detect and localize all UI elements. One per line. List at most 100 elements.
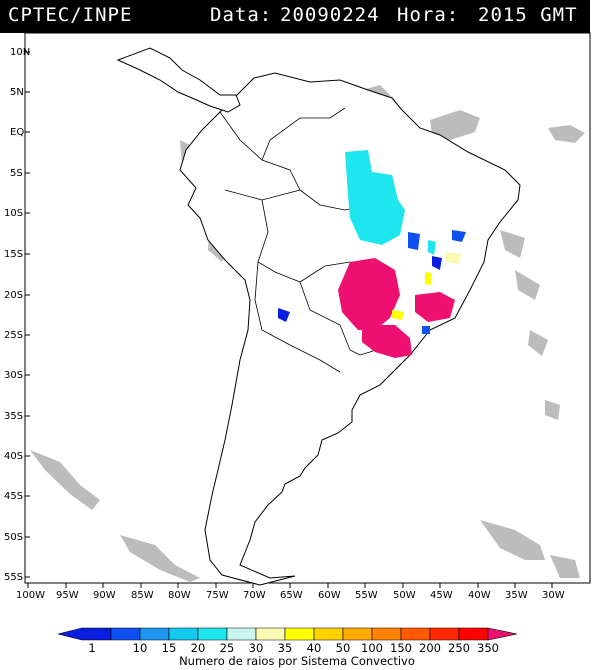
lightning-cell-blue-5 bbox=[422, 326, 430, 334]
legend-bar bbox=[57, 627, 518, 641]
lat-label-15S: 15S bbox=[4, 249, 23, 260]
legend-swatch bbox=[400, 627, 431, 641]
map-frame bbox=[24, 32, 591, 584]
date-label: Data: bbox=[210, 4, 273, 26]
map-header: CPTEC/INPE Data: 20090224 Hora: 2015 GMT bbox=[0, 0, 590, 33]
lat-label-40S: 40S bbox=[4, 451, 23, 462]
lightning-cell-yellow-1 bbox=[392, 310, 404, 320]
lat-10S: 10S bbox=[4, 208, 30, 219]
legend-value-label: 250 bbox=[448, 641, 470, 655]
lightning-cell-cyan bbox=[345, 150, 405, 245]
lat-label-5S: 5S bbox=[10, 168, 23, 179]
legend-value-label: 30 bbox=[249, 641, 264, 655]
lat-EQ: EQ bbox=[10, 127, 30, 138]
country-borders bbox=[219, 107, 401, 373]
lat-label-30S: 30S bbox=[4, 370, 23, 381]
legend-value-label: 35 bbox=[278, 641, 293, 655]
lon-85W: 85W bbox=[131, 583, 154, 601]
lightning-cell-blue-4 bbox=[432, 256, 442, 270]
lightning-cell-pink-south bbox=[362, 325, 412, 358]
lon-label-40W: 40W bbox=[468, 590, 491, 601]
lon-label-90W: 90W bbox=[93, 590, 116, 601]
lon-label-95W: 95W bbox=[56, 590, 79, 601]
lon-60W: 60W bbox=[318, 583, 341, 601]
lon-75W: 75W bbox=[206, 583, 229, 601]
legend-value-label: 150 bbox=[390, 641, 412, 655]
lightning-cell-blue-2 bbox=[452, 230, 466, 242]
legend-swatch bbox=[197, 627, 228, 641]
lat-label-25S: 25S bbox=[4, 330, 23, 341]
lat-10N: 10N bbox=[10, 47, 30, 58]
date-value: 20090224 bbox=[280, 4, 380, 26]
lon-65W: 65W bbox=[280, 583, 303, 601]
legend-labels: 1 10 15 20 25 30 35 40 50 100 150 200 250 350 bbox=[88, 641, 499, 655]
lat-label-EQ: EQ bbox=[10, 127, 24, 138]
lat-label-20S: 20S bbox=[4, 290, 23, 301]
time-label: Hora: bbox=[397, 4, 460, 26]
lon-label-65W: 65W bbox=[280, 590, 303, 601]
lon-label-50W: 50W bbox=[393, 590, 416, 601]
lon-100W: 100W bbox=[16, 583, 45, 601]
lon-label-30W: 30W bbox=[542, 590, 565, 601]
lat-55S: 55S bbox=[4, 572, 30, 583]
lon-45W: 45W bbox=[430, 583, 453, 601]
lat-5S: 5S bbox=[10, 168, 30, 179]
central-america-coastline bbox=[116, 47, 241, 113]
lat-label-5N: 5N bbox=[10, 87, 24, 98]
legend-value-label: 25 bbox=[220, 641, 235, 655]
lat-label-50S: 50S bbox=[4, 532, 23, 543]
lat-20S: 20S bbox=[4, 290, 30, 301]
lon-label-70W: 70W bbox=[243, 590, 266, 601]
lon-35W: 35W bbox=[505, 583, 528, 601]
legend-value-label: 15 bbox=[162, 641, 177, 655]
legend-value-label: 40 bbox=[307, 641, 322, 655]
lat-label-55S: 55S bbox=[4, 572, 23, 583]
legend-swatch bbox=[168, 627, 199, 641]
legend-value-label: 50 bbox=[336, 641, 351, 655]
legend-swatch bbox=[458, 627, 489, 641]
lon-label-35W: 35W bbox=[505, 590, 528, 601]
legend-swatch bbox=[255, 627, 286, 641]
lightning-cell-yellow-2 bbox=[425, 272, 432, 285]
legend-swatch bbox=[371, 627, 402, 641]
lightning-cell-light-yellow bbox=[446, 252, 462, 264]
lat-45S: 45S bbox=[4, 491, 30, 502]
lat-25S: 25S bbox=[4, 330, 30, 341]
lon-70W: 70W bbox=[243, 583, 266, 601]
legend-swatch bbox=[429, 627, 460, 641]
longitude-axis: 100W 95W 90W 85W 80W 75W 70W 65W 60W 55W… bbox=[16, 583, 565, 601]
legend-value-label: 200 bbox=[419, 641, 441, 655]
lon-40W: 40W bbox=[468, 583, 491, 601]
lightning-cell-blue-1 bbox=[408, 232, 420, 250]
lat-5N: 5N bbox=[10, 87, 30, 98]
lat-40S: 40S bbox=[4, 451, 30, 462]
legend-swatch bbox=[139, 627, 170, 641]
lat-label-10S: 10S bbox=[4, 208, 23, 219]
legend-swatch bbox=[57, 627, 112, 641]
lon-label-100W: 100W bbox=[16, 590, 45, 601]
legend-caption: Numero de raios por Sistema Convectivo bbox=[179, 654, 415, 668]
lon-label-75W: 75W bbox=[206, 590, 229, 601]
legend-swatch bbox=[487, 627, 518, 641]
source-label: CPTEC/INPE bbox=[8, 4, 133, 26]
lon-label-80W: 80W bbox=[168, 590, 191, 601]
south-america-coastline bbox=[179, 72, 521, 586]
legend-swatch bbox=[313, 627, 344, 641]
lat-label-35S: 35S bbox=[4, 411, 23, 422]
lightning-cell-light-cyan bbox=[428, 240, 436, 255]
lat-label-45S: 45S bbox=[4, 491, 23, 502]
legend-value-label: 10 bbox=[133, 641, 148, 655]
latitude-axis: 10N 5N EQ 5S 10S 15S 20S 25S 30S 35S 40S… bbox=[4, 47, 30, 583]
lat-35S: 35S bbox=[4, 411, 30, 422]
lon-95W: 95W bbox=[56, 583, 79, 601]
legend-swatch bbox=[226, 627, 257, 641]
lightning-cells bbox=[278, 150, 466, 358]
time-value: 2015 GMT bbox=[478, 4, 578, 26]
lon-90W: 90W bbox=[93, 583, 116, 601]
lat-15S: 15S bbox=[4, 249, 30, 260]
legend-swatch bbox=[342, 627, 373, 641]
lon-55W: 55W bbox=[355, 583, 378, 601]
lon-label-60W: 60W bbox=[318, 590, 341, 601]
